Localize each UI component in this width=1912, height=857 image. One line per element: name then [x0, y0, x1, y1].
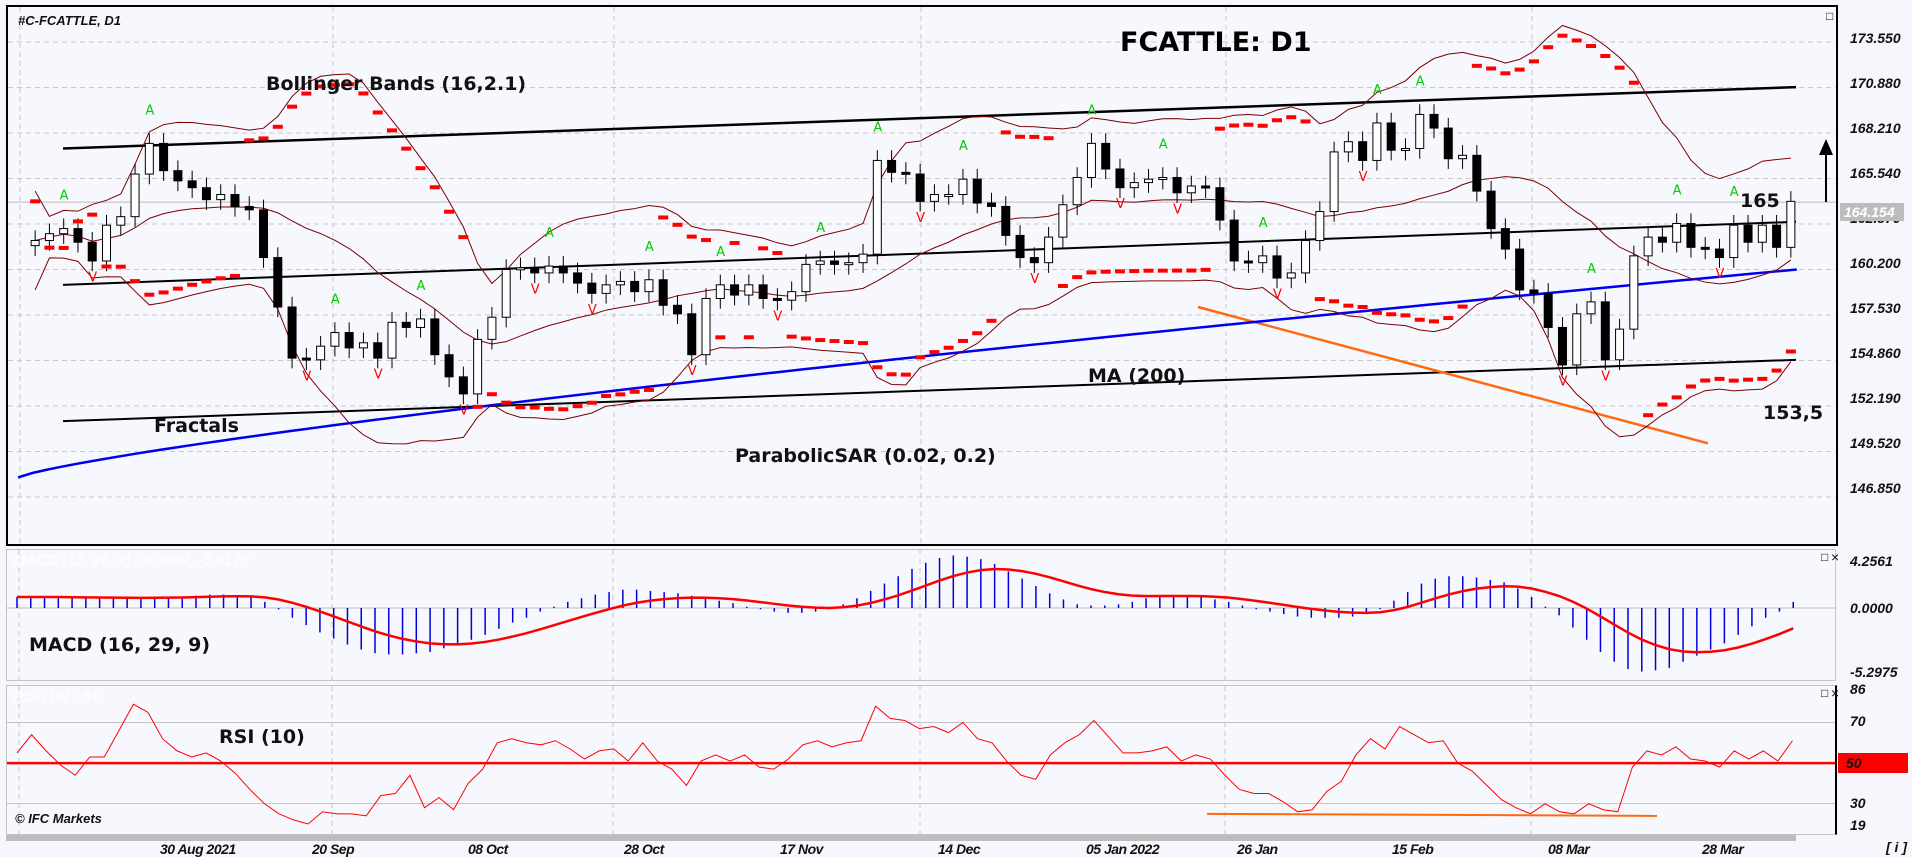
svg-text:A: A — [1087, 103, 1096, 118]
svg-text:V: V — [1273, 287, 1282, 302]
rsi-canvas[interactable] — [7, 686, 1835, 834]
price-tick: 165.540 — [1850, 165, 1901, 181]
macd-tick: 4.2561 — [1850, 553, 1893, 569]
svg-text:A: A — [331, 293, 340, 308]
rsi-values-ghost: RSI (10) : 61 — [13, 688, 99, 705]
time-tick: 30 Aug 2021 — [160, 841, 236, 857]
rsi-50-level-tag: 50 — [1838, 753, 1908, 773]
time-tick: 05 Jan 2022 — [1086, 841, 1160, 857]
time-tick: 28 Oct — [624, 841, 664, 857]
svg-text:V: V — [374, 368, 383, 383]
svg-text:A: A — [645, 240, 654, 255]
svg-text:A: A — [716, 245, 725, 260]
rsi-label: RSI (10) — [219, 726, 305, 748]
rsi-tick: 86 — [1850, 681, 1866, 697]
svg-text:A: A — [545, 226, 554, 241]
rsi-tick: 19 — [1850, 817, 1866, 833]
svg-text:V: V — [1601, 369, 1610, 384]
svg-text:V: V — [916, 211, 925, 226]
svg-text:V: V — [773, 310, 782, 325]
macd-tick: -5.2975 — [1850, 664, 1898, 680]
price-tick: 160.200 — [1850, 255, 1901, 271]
svg-text:V: V — [1359, 170, 1368, 185]
svg-text:A: A — [1673, 184, 1682, 199]
ma-200-label: MA (200) — [1088, 365, 1186, 387]
fractals-label: Fractals — [154, 415, 239, 437]
rsi-tick: 70 — [1850, 713, 1866, 730]
rsi-maximize-icon[interactable]: □ — [1821, 686, 1829, 700]
time-tick: 14 Dec — [938, 841, 981, 857]
svg-text:V: V — [688, 364, 697, 379]
rsi-pane[interactable]: RSI (10) : 61 RSI (10) □ × © IFC Markets — [6, 685, 1840, 835]
svg-text:V: V — [1030, 272, 1039, 287]
macd-pane[interactable]: MACD (12, 26, 9) : 0.4932, -1.4175 MACD … — [6, 549, 1840, 681]
rsi-close-icon[interactable]: × — [1831, 685, 1840, 701]
svg-text:A: A — [816, 221, 825, 236]
svg-text:V: V — [1173, 202, 1182, 217]
svg-text:A: A — [1259, 216, 1268, 231]
svg-text:A: A — [1730, 185, 1739, 200]
price-tick: 152.190 — [1850, 390, 1901, 406]
svg-text:V: V — [459, 403, 468, 418]
svg-text:A: A — [60, 189, 69, 204]
svg-text:V: V — [1116, 197, 1125, 212]
copyright-label: © IFC Markets — [15, 811, 102, 826]
svg-text:V: V — [302, 369, 311, 384]
bollinger-bands-label: Bollinger Bands (16,2.1) — [266, 73, 527, 95]
macd-values-ghost: MACD (12, 26, 9) : 0.4932, -1.4175 — [13, 552, 249, 569]
svg-text:A: A — [1159, 138, 1168, 153]
price-tick: 170.880 — [1850, 75, 1901, 91]
svg-text:A: A — [1373, 83, 1382, 98]
svg-text:V: V — [588, 303, 597, 318]
svg-text:A: A — [1416, 74, 1425, 89]
price-tick: 149.520 — [1850, 435, 1901, 451]
macd-close-icon[interactable]: × — [1831, 549, 1840, 565]
info-button[interactable]: [ i ] — [1886, 839, 1907, 855]
svg-text:V: V — [1558, 374, 1567, 389]
rsi-tick: 30 — [1850, 794, 1866, 811]
main-chart-pane[interactable]: A V A V A V A V V A V A V A V A A V A V A V A V A V V A A V A V A V A #C-F… — [6, 5, 1838, 546]
svg-text:V: V — [531, 282, 540, 297]
price-chart-canvas[interactable]: A V A V A V A V V A V A V A V A A V A V A V A V A V V A A V A V A V A — [8, 7, 1836, 544]
price-tick: 173.550 — [1850, 30, 1901, 46]
price-tick: 154.860 — [1850, 345, 1901, 361]
time-tick: 08 Mar — [1548, 841, 1590, 857]
support-153-5-label: 153,5 — [1763, 402, 1824, 424]
svg-text:A: A — [873, 120, 882, 135]
macd-canvas[interactable] — [7, 550, 1835, 680]
svg-text:A: A — [959, 139, 968, 154]
target-165-label: 165 — [1740, 190, 1780, 212]
time-tick: 26 Jan — [1237, 841, 1278, 857]
macd-maximize-icon[interactable]: □ — [1821, 550, 1829, 564]
svg-text:A: A — [145, 103, 154, 118]
svg-text:V: V — [88, 270, 97, 285]
macd-tick: 0.0000 — [1850, 600, 1893, 616]
svg-text:A: A — [417, 279, 426, 294]
price-tick: 168.210 — [1850, 120, 1901, 136]
time-tick: 28 Mar — [1702, 841, 1744, 857]
time-tick: 15 Feb — [1392, 841, 1434, 857]
time-tick: 20 Sep — [312, 841, 355, 857]
price-tick: 157.530 — [1850, 300, 1901, 316]
price-tick: 146.850 — [1850, 480, 1901, 496]
time-tick: 08 Oct — [468, 841, 508, 857]
svg-text:V: V — [1715, 267, 1724, 282]
svg-text:A: A — [1587, 262, 1596, 277]
symbol-label: #C-FCATTLE, D1 — [18, 13, 122, 28]
current-price-tag: 164.154 — [1840, 203, 1904, 221]
time-tick: 17 Nov — [780, 841, 823, 857]
chart-title: FCATTLE: D1 — [1120, 27, 1312, 58]
parabolic-sar-label: ParabolicSAR (0.02, 0.2) — [735, 445, 996, 467]
macd-label: MACD (16, 29, 9) — [29, 634, 211, 656]
maximize-icon[interactable]: □ — [1826, 9, 1834, 23]
time-scrollbar[interactable] — [6, 835, 1796, 843]
